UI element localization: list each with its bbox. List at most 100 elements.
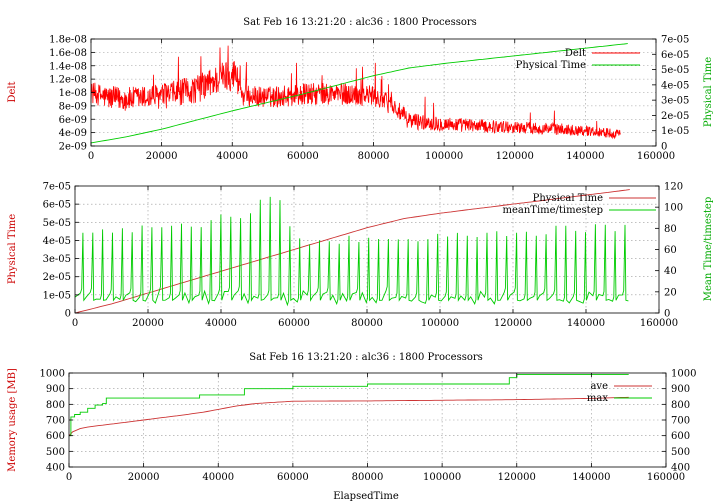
series-line-meantime-timestep — [74, 196, 629, 307]
series-line-physical-time — [90, 43, 628, 144]
y2-tick-label: 7e-05 — [661, 35, 689, 46]
y-tick-label: 400 — [46, 463, 65, 474]
panel2-series — [74, 189, 630, 314]
x-tick-label: 20000 — [146, 151, 178, 162]
panel2-ylabel: Physical Time — [7, 214, 18, 284]
panel1-legend-label-1: Physical Time — [516, 60, 586, 71]
y2-tick-label: 120 — [664, 182, 683, 193]
y-tick-label: 1.8e-08 — [49, 35, 87, 46]
x-tick-label: 60000 — [277, 472, 309, 483]
y-tick-label: 500 — [46, 447, 65, 458]
panel1-ylabel: Delt — [7, 81, 18, 102]
y-tick-label: 1.4e-08 — [49, 61, 87, 72]
panel1-ticks: 0 20000 40000 60000 80000 100000 120000 140000 1… — [49, 35, 689, 163]
y2-tick-label: 1000 — [671, 369, 696, 380]
y2-tick-label: 3e-05 — [661, 96, 689, 107]
y-tick-label: 1000 — [40, 369, 65, 380]
panel3-title: Sat Feb 16 13:21:20 : alc36 : 1800 Proce… — [249, 352, 483, 363]
x-tick-label: 40000 — [202, 472, 234, 483]
y-tick-label: 1.6e-08 — [49, 48, 87, 59]
y2-tick-label: 60 — [664, 245, 677, 256]
y2-tick-label: 400 — [671, 463, 690, 474]
y-tick-label: 8e-09 — [59, 101, 87, 112]
series-line-ave — [68, 396, 629, 437]
x-tick-label: 140000 — [572, 472, 610, 483]
x-tick-label: 100000 — [423, 472, 461, 483]
y2-tick-label: 5e-05 — [661, 65, 689, 76]
panel3-frame — [68, 372, 667, 468]
y2-tick-label: 0 — [661, 142, 667, 153]
y-tick-label: 2e-05 — [43, 272, 71, 283]
x-tick-label: 120000 — [498, 472, 536, 483]
y2-tick-label: 800 — [671, 400, 690, 411]
y2-tick-label: 100 — [664, 203, 683, 214]
y2-tick-label: 40 — [664, 266, 677, 277]
panel3-grid — [69, 373, 666, 467]
panel2-ticks: 0 20000 40000 60000 80000 100000 120000 140000 1… — [43, 182, 683, 330]
panel3-xlabel: ElapsedTime — [333, 491, 399, 502]
panel1-legend-label-0: Delt — [565, 48, 586, 59]
y-tick-label: 1.2e-08 — [49, 75, 87, 86]
panel3-legend: ave max — [587, 381, 652, 404]
y2-tick-label: 2e-05 — [661, 111, 689, 122]
x-tick-label: 160000 — [647, 472, 685, 483]
y-tick-label: 800 — [46, 400, 65, 411]
x-tick-label: 120000 — [496, 151, 534, 162]
x-tick-label: 20000 — [132, 318, 164, 329]
y2-tick-label: 4e-05 — [661, 80, 689, 91]
y2-tick-label: 500 — [671, 447, 690, 458]
x-tick-label: 160000 — [640, 318, 678, 329]
y-tick-label: 4e-09 — [59, 128, 87, 139]
panel1-title: Sat Feb 16 13:21:20 : alc36 : 1800 Proce… — [243, 17, 477, 28]
x-tick-label: 160000 — [637, 151, 675, 162]
x-tick-label: 20000 — [128, 472, 160, 483]
panel3-ylabel: Memory usage [MB] — [7, 368, 18, 472]
panel2-legend-label-0: Physical Time — [533, 193, 603, 204]
y-tick-label: 900 — [46, 384, 65, 395]
panel3-legend-label-0: ave — [590, 381, 608, 392]
panel1-series — [90, 43, 628, 144]
x-tick-label: 0 — [88, 151, 94, 162]
x-tick-label: 80000 — [358, 151, 390, 162]
y2-tick-label: 900 — [671, 384, 690, 395]
series-line-delt — [90, 45, 621, 140]
x-tick-label: 100000 — [421, 318, 459, 329]
x-tick-label: 40000 — [205, 318, 237, 329]
x-tick-label: 140000 — [566, 151, 604, 162]
y2-tick-label: 1e-05 — [661, 126, 689, 137]
x-tick-label: 140000 — [567, 318, 605, 329]
panel2-legend: Physical Time meanTime/timestep — [502, 193, 656, 216]
x-tick-label: 40000 — [216, 151, 248, 162]
y-tick-label: 600 — [46, 431, 65, 442]
y2-tick-label: 0 — [664, 309, 670, 320]
x-tick-label: 60000 — [278, 318, 310, 329]
x-tick-label: 80000 — [352, 472, 384, 483]
y-tick-label: 6e-05 — [43, 200, 71, 211]
y-tick-label: 0 — [65, 309, 71, 320]
y-tick-label: 2e-09 — [59, 142, 87, 153]
y-tick-label: 5e-05 — [43, 218, 71, 229]
panel3-ticks: 0 20000 40000 60000 80000 100000 120000 140000 1… — [40, 369, 697, 484]
x-tick-label: 0 — [66, 472, 72, 483]
y-tick-label: 1e-05 — [43, 290, 71, 301]
panel-memory: Sat Feb 16 13:21:20 : alc36 : 1800 Proce… — [7, 352, 696, 502]
x-tick-label: 60000 — [287, 151, 319, 162]
x-tick-label: 0 — [72, 318, 78, 329]
y-tick-label: 7e-05 — [43, 182, 71, 193]
x-tick-label: 80000 — [351, 318, 383, 329]
y-tick-label: 3e-05 — [43, 254, 71, 265]
x-tick-label: 120000 — [494, 318, 532, 329]
panel1-y2label: Physical Time — [703, 57, 714, 127]
panel3-legend-label-1: max — [587, 393, 608, 404]
panel2-y2label: Mean Time/timestep — [703, 197, 714, 301]
panel1-legend: Delt Physical Time — [516, 48, 640, 71]
y2-tick-label: 6e-05 — [661, 50, 689, 61]
y2-tick-label: 700 — [671, 416, 690, 427]
panel3-series — [68, 374, 629, 437]
y2-tick-label: 20 — [664, 287, 677, 298]
series-line-physical-time — [74, 189, 630, 314]
series-line-max — [69, 374, 629, 437]
y-tick-label: 6e-09 — [59, 115, 87, 126]
y2-tick-label: 80 — [664, 224, 677, 235]
panel-mean-time: 0 20000 40000 60000 80000 100000 120000 140000 1… — [7, 182, 714, 330]
